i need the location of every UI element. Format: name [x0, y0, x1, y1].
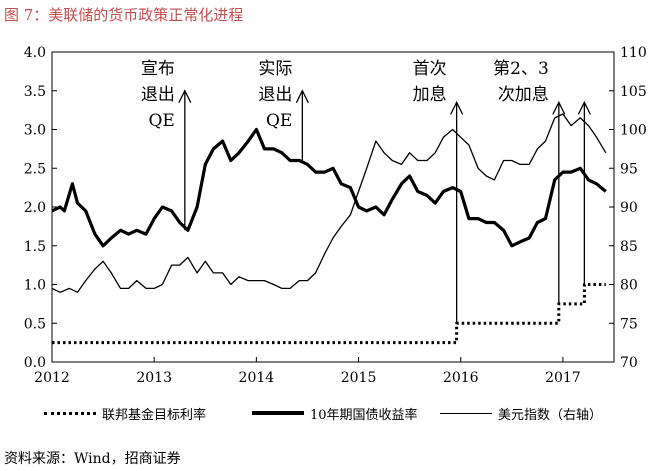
- y-right-tick-label: 110: [620, 45, 647, 61]
- line-chart: 0.0 0.5 1.0 1.5 2.0 2.5 3.0 3.5 4.0 70 75 80 85 90 95 1…: [24, 45, 647, 386]
- annotation-label: QE: [148, 111, 174, 131]
- y-right-tick-label: 105: [620, 84, 647, 100]
- annotation-arrow-head: [552, 100, 566, 115]
- legend-swatch-dotted: [44, 411, 96, 415]
- x-tick-label: 2017: [545, 370, 581, 386]
- annotation-label: 实际: [258, 59, 292, 79]
- y-left-tick-label: 0.5: [24, 316, 46, 332]
- y-left-tick-label: 3.5: [24, 84, 46, 100]
- legend: 联邦基金目标利率 10年期国债收益率 美元指数（右轴）: [44, 402, 644, 424]
- y-left-tick-label: 2.0: [24, 200, 46, 216]
- y-right-tick-label: 85: [620, 239, 638, 255]
- y-left-tick-label: 4.0: [24, 45, 46, 61]
- y-right-tick-label: 90: [620, 200, 638, 216]
- annotation-label: 首次: [413, 59, 447, 79]
- y-left-tick-label: 1.5: [24, 239, 46, 255]
- y-right-tick-label: 95: [620, 161, 638, 177]
- y-left-tick-label: 0.0: [24, 355, 46, 371]
- x-tick-label: 2016: [443, 370, 479, 386]
- x-tick-label: 2012: [34, 370, 70, 386]
- legend-label: 美元指数（右轴）: [498, 407, 603, 423]
- annotation-arrow-head: [178, 89, 192, 104]
- annotation-label: 退出: [258, 85, 292, 105]
- series-line-1: [51, 127, 607, 248]
- legend-swatch-thin: [440, 412, 492, 414]
- legend-item-usd-index: 美元指数（右轴）: [440, 402, 602, 424]
- legend-swatch-bold: [252, 411, 304, 415]
- y-right-tick-label: 70: [620, 355, 638, 371]
- axes: 0.0 0.5 1.0 1.5 2.0 2.5 3.0 3.5 4.0 70 75 80 85 90 95 1…: [24, 45, 647, 386]
- x-tick-label: 2013: [136, 370, 172, 386]
- annotation-label: 次加息: [498, 85, 549, 105]
- annotation-label: QE: [266, 111, 292, 131]
- annotation-label: 退出: [141, 85, 175, 105]
- legend-label: 联邦基金目标利率: [102, 407, 207, 423]
- series-lines: [51, 113, 607, 345]
- y-right-tick-label: 80: [620, 278, 638, 294]
- annotation-label: 第2、3: [493, 59, 549, 79]
- y-left-tick-label: 2.5: [24, 161, 46, 177]
- annotation-label: 宣布: [141, 59, 175, 79]
- series-line-2: [51, 113, 607, 293]
- annotation-arrow-head: [577, 100, 591, 115]
- annotation-arrow-head: [295, 89, 309, 104]
- legend-label: 10年期国债收益率: [310, 407, 418, 423]
- legend-item-fed-rate: 联邦基金目标利率: [44, 402, 206, 424]
- y-left-tick-label: 1.0: [24, 278, 46, 294]
- y-right-tick-label: 75: [620, 316, 638, 332]
- annotation-label: 加息: [413, 85, 447, 105]
- x-tick-label: 2014: [239, 370, 275, 386]
- y-right-tick-label: 100: [620, 123, 647, 139]
- source-note: 资料来源：Wind，招商证券: [4, 451, 181, 467]
- annotation-arrow-head: [450, 100, 464, 115]
- y-left-tick-label: 3.0: [24, 123, 46, 139]
- series-line-0: [52, 283, 606, 345]
- figure-title: 图 7：美联储的货币政策正常化进程: [4, 6, 244, 24]
- x-tick-label: 2015: [341, 370, 377, 386]
- legend-item-10y-yield: 10年期国债收益率: [252, 402, 418, 424]
